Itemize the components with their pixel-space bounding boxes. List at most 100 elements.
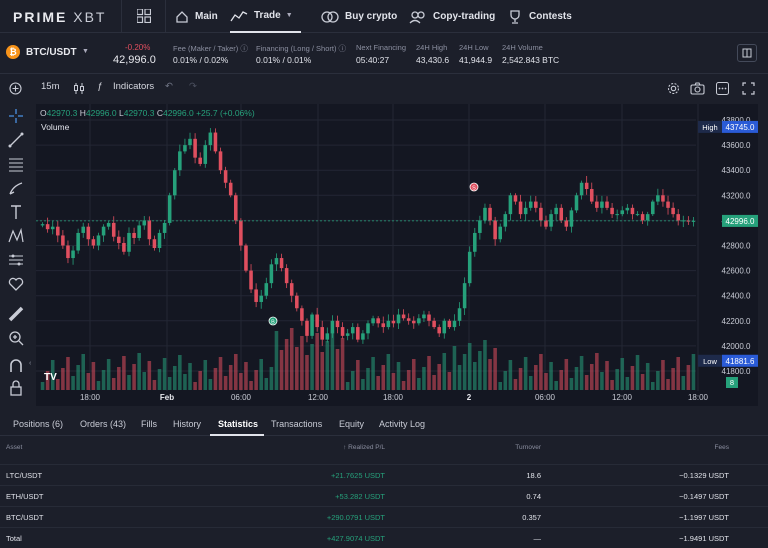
- column-header-fees[interactable]: Fees: [714, 444, 729, 451]
- volume-bar: [386, 354, 391, 390]
- text-tool-icon[interactable]: [8, 204, 24, 220]
- interval-selector[interactable]: 15m: [41, 81, 60, 92]
- pair-selector[interactable]: BTC/USDT: [26, 47, 77, 58]
- candle-body: [81, 226, 86, 233]
- column-header-realized-pl[interactable]: ↑ Realized P/L: [343, 444, 385, 451]
- y-tick-label: 41800.0: [722, 367, 751, 376]
- candle-body: [452, 320, 457, 328]
- volume-bar: [320, 352, 325, 390]
- volume-bar: [600, 372, 604, 390]
- tab-statistics[interactable]: Statistics: [218, 419, 259, 429]
- volume-bar: [645, 363, 650, 390]
- candle-body: [172, 170, 177, 196]
- turnover-cell: 0.357: [522, 513, 541, 522]
- crosshair-icon[interactable]: [8, 108, 24, 124]
- volume-bar: [249, 381, 253, 390]
- volume-bar: [661, 360, 665, 390]
- ticker-bar: ₿ BTC/USDT ▼ -0.20% 42,996.0 Fee (Maker …: [0, 34, 768, 74]
- candle-body: [111, 222, 116, 237]
- volume-bar: [539, 354, 543, 390]
- collapse-toolbar-icon[interactable]: ‹: [29, 360, 32, 367]
- brush-icon[interactable]: [8, 180, 24, 196]
- volume-bar: [417, 378, 421, 390]
- volume-bar: [350, 371, 355, 390]
- stat-value: 0.01% / 0.02%: [173, 55, 229, 65]
- trendline-icon[interactable]: [8, 132, 24, 148]
- candle-body: [488, 207, 492, 221]
- tab-orders[interactable]: Orders (43): [80, 419, 127, 429]
- volume-bar: [295, 347, 299, 390]
- nav-contests[interactable]: Contests: [507, 0, 572, 33]
- candle-body: [401, 314, 406, 319]
- tab-positions[interactable]: Positions (6): [13, 419, 64, 429]
- candle-body: [503, 214, 508, 227]
- settings-gear-icon[interactable]: [667, 82, 680, 95]
- volume-bar: [620, 358, 625, 390]
- fib-retracement-icon[interactable]: [8, 156, 24, 172]
- pattern-icon[interactable]: [8, 228, 24, 244]
- candle-body: [330, 320, 335, 334]
- candle-type-icon[interactable]: [73, 82, 85, 95]
- tab-equity[interactable]: Equity: [339, 419, 365, 429]
- price-chart[interactable]: 43800.043600.043400.043200.043000.042800…: [36, 104, 758, 406]
- tab-history[interactable]: History: [173, 419, 202, 429]
- volume-bar: [50, 360, 55, 390]
- table-header: Asset ↑ Realized P/L Turnover Fees: [0, 437, 768, 457]
- copy-icon: [409, 10, 425, 23]
- volume-bar: [656, 371, 660, 390]
- candle-body: [549, 214, 553, 227]
- tab-activity-log[interactable]: Activity Log: [379, 419, 426, 429]
- candle-body: [310, 314, 314, 336]
- fees-cell: −1.1997 USDT: [679, 513, 729, 522]
- volume-bar: [396, 362, 401, 390]
- zoom-in-icon[interactable]: [8, 330, 24, 346]
- indicators-button[interactable]: Indicators: [113, 81, 155, 92]
- candle-body: [508, 195, 513, 215]
- volume-bar: [106, 359, 111, 390]
- column-header-turnover[interactable]: Turnover: [515, 444, 541, 451]
- tab-transactions[interactable]: Transactions: [271, 419, 323, 429]
- volume-bar: [274, 331, 279, 390]
- lock-drawings-icon[interactable]: [8, 380, 24, 396]
- fullscreen-icon[interactable]: [742, 82, 755, 95]
- candle-body: [249, 270, 253, 290]
- candlestick-chart[interactable]: 43800.043600.043400.043200.043000.042800…: [36, 104, 758, 406]
- add-symbol-icon[interactable]: [9, 82, 22, 95]
- tab-fills[interactable]: Fills: [141, 419, 157, 429]
- sell-marker-label: S: [472, 186, 476, 192]
- logo[interactable]: PRIME XBT: [13, 9, 107, 25]
- nav-divider: [121, 0, 122, 33]
- candle-body: [244, 245, 248, 271]
- volume-bar: [467, 343, 472, 390]
- volume-bar: [137, 353, 141, 390]
- volume-bar: [183, 374, 187, 390]
- more-options-icon[interactable]: [716, 82, 729, 95]
- orderbook-toggle-icon[interactable]: [737, 44, 757, 62]
- candle-body: [539, 207, 543, 221]
- favorite-heart-icon[interactable]: [8, 276, 24, 292]
- volume-bar: [193, 382, 197, 390]
- chevron-down-icon[interactable]: ▼: [82, 48, 89, 55]
- nav-trade[interactable]: Trade ▼: [230, 0, 301, 33]
- magnet-icon[interactable]: [8, 358, 24, 374]
- candle-body: [544, 220, 548, 227]
- candle-body: [325, 333, 330, 340]
- candle-body: [254, 289, 258, 302]
- candle-body: [635, 214, 640, 216]
- buy-marker: [268, 316, 278, 326]
- nav-main[interactable]: Main: [175, 0, 218, 33]
- nav-copy-trading[interactable]: Copy-trading: [409, 0, 495, 33]
- redo-icon[interactable]: ↷: [189, 81, 197, 92]
- ruler-icon[interactable]: [8, 306, 24, 322]
- apps-grid-icon[interactable]: [137, 9, 151, 23]
- undo-icon[interactable]: ↶: [165, 81, 173, 92]
- candle-body: [289, 283, 294, 296]
- camera-icon[interactable]: [690, 82, 705, 95]
- volume-badge: [726, 377, 738, 388]
- volume-bar: [122, 356, 126, 390]
- volume-bar: [340, 338, 345, 390]
- volume-bar: [254, 370, 258, 390]
- prediction-icon[interactable]: [8, 252, 24, 268]
- nav-buy-crypto[interactable]: Buy crypto: [321, 0, 397, 33]
- column-header-asset[interactable]: Asset: [6, 444, 23, 451]
